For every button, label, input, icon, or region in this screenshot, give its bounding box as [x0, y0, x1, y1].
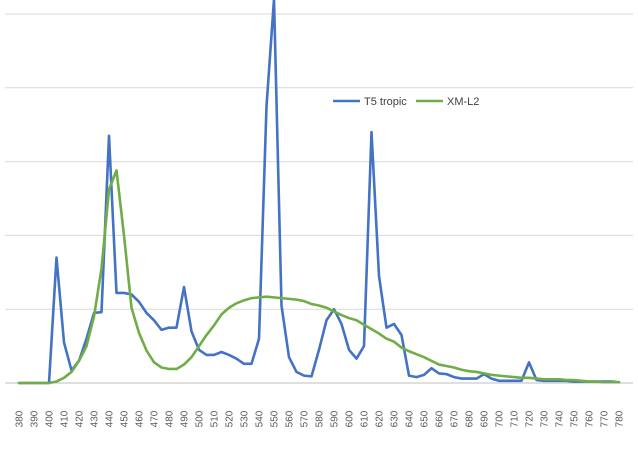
x-tick-label: 410	[60, 410, 71, 427]
x-tick-label: 750	[570, 410, 581, 427]
x-tick-labels: 380 390 400 410 420 430 440 450 460 470 480 490 500 5…	[15, 410, 626, 427]
x-tick-label: 460	[135, 410, 146, 427]
x-tick-label: 400	[45, 410, 56, 427]
x-tick-label: 430	[90, 410, 101, 427]
x-tick-label: 690	[480, 410, 491, 427]
x-tick-label: 730	[540, 410, 551, 427]
x-tick-label: 500	[195, 410, 206, 427]
x-tick-label: 670	[450, 410, 461, 427]
x-tick-label: 560	[285, 410, 296, 427]
x-tick-label: 710	[510, 410, 521, 427]
x-tick-label: 660	[435, 410, 446, 427]
x-tick-label: 480	[165, 410, 176, 427]
x-tick-label: 770	[600, 410, 611, 427]
legend: T5 tropic XM-L2	[333, 96, 479, 108]
gridlines	[5, 13, 633, 310]
legend-item: XM-L2	[416, 96, 479, 108]
x-tick-label: 540	[255, 410, 266, 427]
x-tick-label: 390	[30, 410, 41, 427]
x-tick-label: 630	[390, 410, 401, 427]
x-tick-label: 610	[360, 410, 371, 427]
x-tick-label: 470	[150, 410, 161, 427]
x-tick-label: 510	[210, 410, 221, 427]
x-tick-label: 590	[330, 410, 341, 427]
x-tick-label: 580	[315, 410, 326, 427]
x-tick-label: 600	[345, 410, 356, 427]
x-tick-label: 490	[180, 410, 191, 427]
x-tick-label: 420	[75, 410, 86, 427]
legend-item: T5 tropic	[333, 96, 407, 108]
x-tick-label: 680	[465, 410, 476, 427]
series-layer	[17, 0, 621, 385]
x-tick-label: 440	[105, 410, 116, 427]
x-tick-label: 720	[525, 410, 536, 427]
x-tick-label: 640	[405, 410, 416, 427]
x-tick-label: 450	[120, 410, 131, 427]
x-tick-label: 620	[375, 410, 386, 427]
x-tick-label: 650	[420, 410, 431, 427]
x-tick-label: 520	[225, 410, 236, 427]
x-tick-label: 700	[495, 410, 506, 427]
x-tick-label: 570	[300, 410, 311, 427]
x-tick-label: 530	[240, 410, 251, 427]
series-2	[17, 169, 621, 385]
legend-label: XM-L2	[447, 96, 479, 108]
x-tick-label: 380	[15, 410, 26, 427]
legend-label: T5 tropic	[364, 96, 407, 108]
x-tick-label: 780	[615, 410, 626, 427]
x-tick-label: 550	[270, 410, 281, 427]
x-tick-label: 760	[585, 410, 596, 427]
x-tick-label: 740	[555, 410, 566, 427]
